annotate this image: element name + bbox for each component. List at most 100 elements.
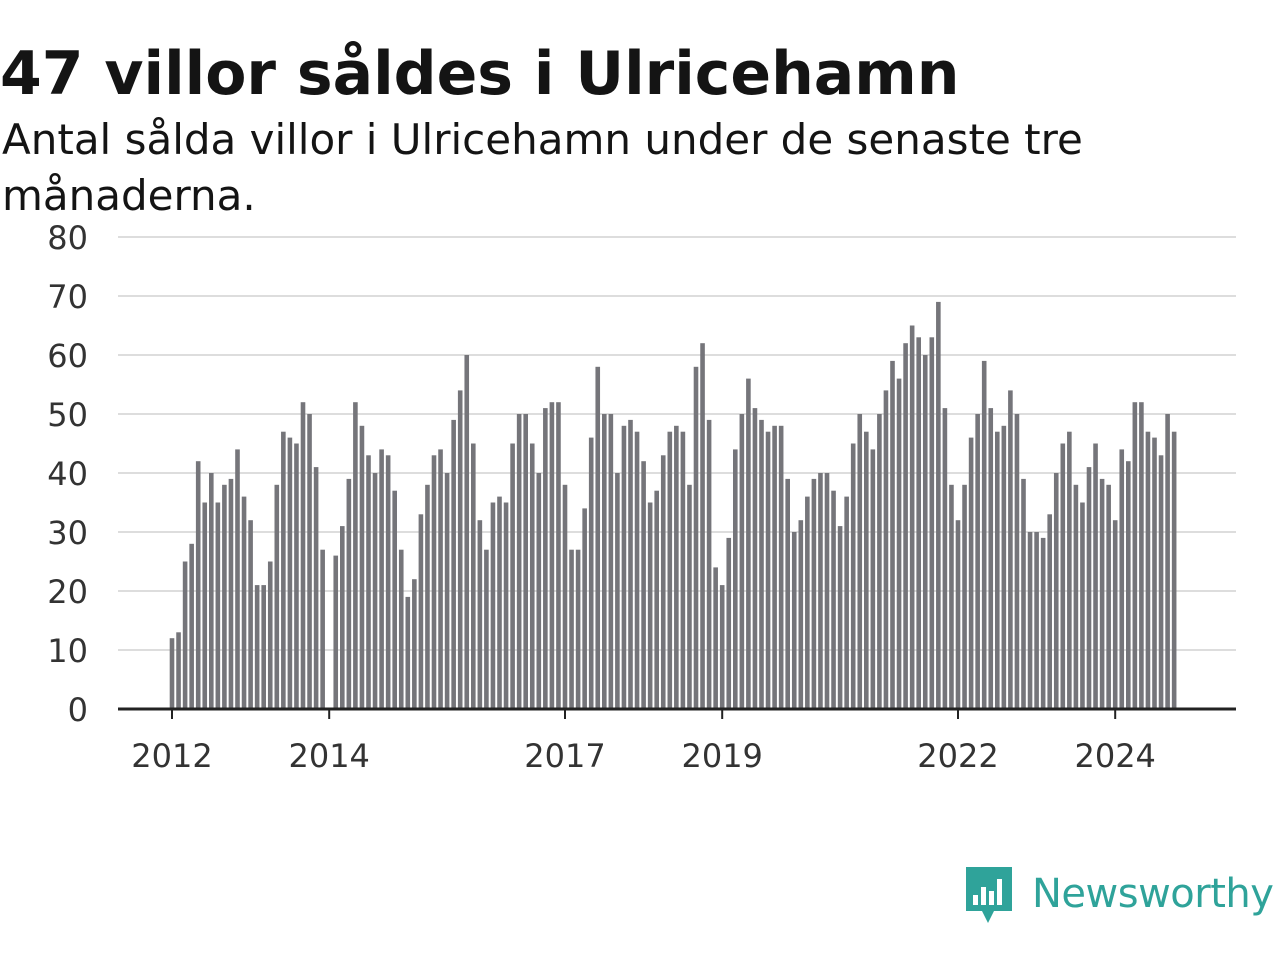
bar (294, 443, 299, 709)
bar (831, 490, 836, 709)
brand-logo: Newsworthy (964, 862, 1274, 926)
bar (182, 561, 188, 709)
bar (392, 490, 397, 709)
bar (543, 408, 548, 709)
bar (490, 502, 496, 709)
bar (1093, 443, 1098, 709)
bar (372, 473, 378, 709)
bar (811, 478, 817, 709)
bar (739, 414, 745, 709)
bar (300, 402, 306, 709)
bar (1034, 532, 1039, 709)
bar (615, 473, 620, 709)
bar (215, 502, 221, 709)
x-tick-label: 2019 (681, 737, 762, 775)
bar (785, 478, 790, 709)
bar (706, 419, 712, 709)
x-tick-label: 2014 (288, 737, 369, 775)
bar (595, 366, 601, 709)
bar (202, 502, 208, 709)
bar (464, 355, 470, 709)
bar (765, 431, 771, 709)
bar (1027, 532, 1033, 709)
bar (1060, 443, 1066, 709)
bar (510, 443, 515, 709)
bar (1145, 431, 1151, 709)
bar (484, 549, 489, 709)
bar (241, 496, 247, 709)
bar (1047, 514, 1052, 709)
bar (870, 449, 876, 709)
bar (1158, 455, 1164, 709)
y-tick-label: 80 (47, 219, 88, 257)
bar (1053, 473, 1059, 709)
bar (1040, 537, 1046, 709)
bar (1165, 414, 1170, 709)
bar (313, 467, 319, 709)
bar (169, 638, 175, 709)
x-tick-label: 2017 (524, 737, 605, 775)
bar (818, 473, 823, 709)
bar (654, 490, 659, 709)
bar (752, 408, 758, 709)
bar (857, 414, 863, 709)
bar (962, 484, 967, 709)
bar (529, 443, 535, 709)
bar (189, 543, 194, 709)
bar (267, 561, 273, 709)
bar (1080, 502, 1085, 709)
y-tick-label: 20 (47, 573, 88, 611)
bar (254, 585, 260, 709)
bar (602, 414, 607, 709)
bar (556, 402, 561, 709)
bar (837, 526, 843, 709)
bar (936, 301, 941, 709)
bar (621, 425, 627, 709)
bar (1152, 437, 1157, 709)
bar (281, 431, 286, 709)
bar (909, 325, 915, 709)
bar (719, 585, 725, 709)
y-tick-label: 60 (47, 337, 88, 375)
bar (1139, 402, 1144, 709)
bar (431, 455, 437, 709)
bar (949, 484, 954, 709)
bar (366, 455, 371, 709)
bar (405, 596, 411, 709)
bar (333, 555, 339, 709)
bar (1021, 478, 1026, 709)
bar (968, 437, 974, 709)
bar (1099, 478, 1105, 709)
bar (228, 478, 234, 709)
bar (942, 408, 948, 709)
bar (824, 473, 830, 709)
bar (418, 514, 424, 709)
bar (929, 337, 935, 709)
bar (444, 473, 450, 709)
bar (791, 532, 797, 709)
bar (733, 449, 738, 709)
bar (680, 431, 686, 709)
bar (307, 414, 312, 709)
bar (346, 478, 352, 709)
bar (864, 431, 869, 709)
bar (274, 484, 280, 709)
y-tick-label: 40 (47, 455, 88, 493)
bar (1126, 461, 1131, 709)
bar (883, 390, 889, 709)
x-tick-label: 2024 (1074, 737, 1155, 775)
bar-chart: 0 10 20 30 40 50 60 70 80 47 2012 2014 2017 2019 2022 2… (47, 215, 1236, 775)
bar (1073, 484, 1079, 709)
bar (988, 408, 994, 709)
bar (195, 461, 201, 709)
bar (896, 378, 902, 709)
bar (398, 549, 404, 709)
bar (660, 455, 666, 709)
bar (955, 520, 961, 709)
highlight-data-label: 47 (1160, 215, 1201, 223)
y-tick-label: 70 (47, 278, 88, 316)
bar (628, 419, 633, 709)
bar (575, 549, 581, 709)
bar (379, 449, 384, 709)
bar (562, 484, 568, 709)
